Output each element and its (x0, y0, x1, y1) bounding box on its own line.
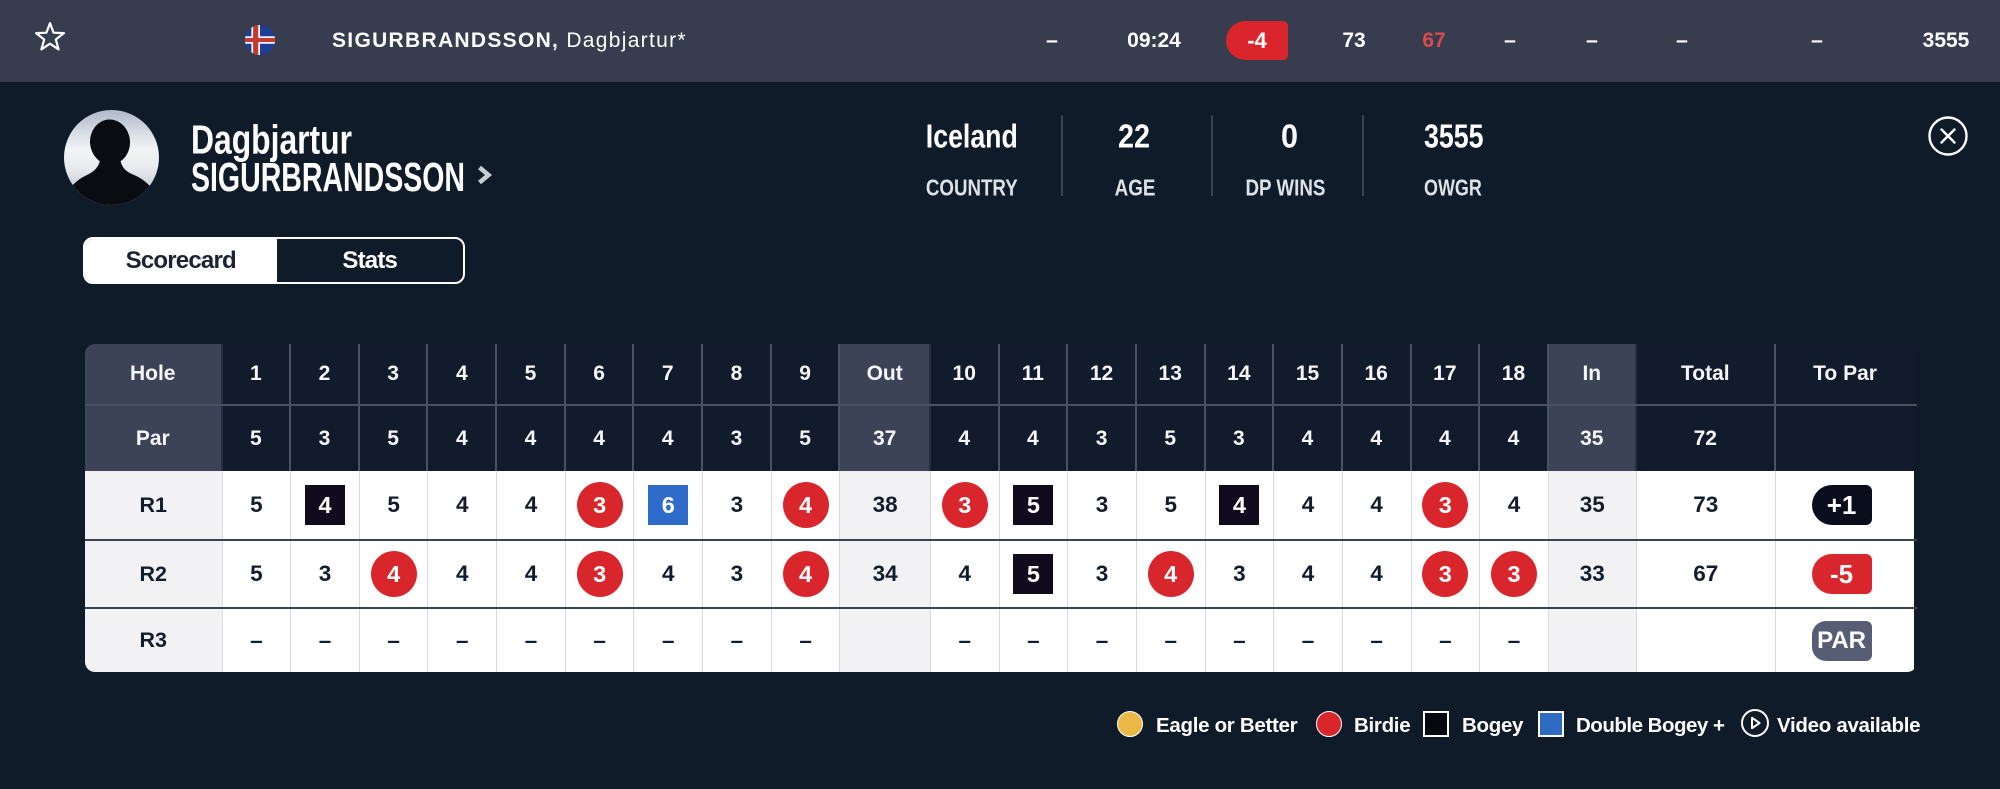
svg-text:Iceland: Iceland (926, 118, 1018, 155)
svg-text:AGE: AGE (1115, 174, 1156, 200)
svg-text:OWGR: OWGR (1424, 174, 1482, 200)
svg-text:SIGURBRANDSSON: SIGURBRANDSSON (191, 154, 465, 200)
svg-text:Dagbjartur: Dagbjartur (191, 117, 352, 163)
svg-text:0: 0 (1281, 118, 1298, 155)
svg-text:COUNTRY: COUNTRY (926, 174, 1018, 200)
svg-text:3555: 3555 (1424, 118, 1484, 155)
svg-text:DP WINS: DP WINS (1246, 174, 1326, 200)
svg-text:22: 22 (1118, 118, 1150, 155)
